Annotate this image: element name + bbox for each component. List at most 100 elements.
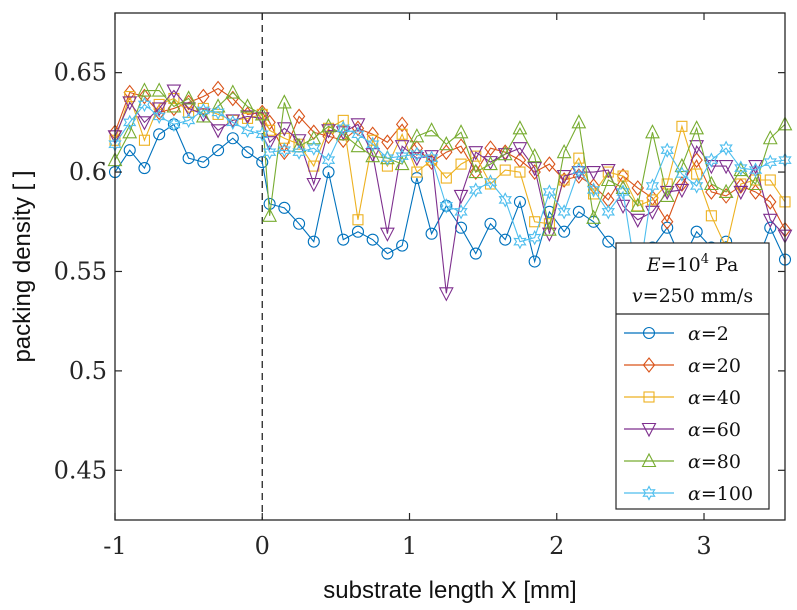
data-point [410,140,424,157]
data-point [572,162,586,178]
data-point [181,90,197,105]
legend-label-value: =80 [701,451,741,473]
data-point [395,116,409,133]
data-point [240,110,255,125]
data-point [306,130,322,145]
legend-entry: α=2 [624,323,729,345]
data-point [137,82,152,97]
legend-entry: α=80 [624,451,741,473]
data-point [425,227,438,240]
data-point [394,155,410,171]
legend-label: α=20 [688,355,741,377]
data-point [225,84,241,99]
legend-label-symbol: α [688,355,701,377]
data-point [264,124,276,136]
data-point [527,162,543,177]
data-point [719,188,733,204]
series-line [114,89,786,230]
data-point [321,124,336,139]
annotation-v-symbol: v [632,285,643,307]
data-point [602,235,615,248]
data-point [394,140,410,155]
x-axis-label: substrate length X [mm] [323,577,576,604]
annotation-e-equals: =10 [661,254,701,276]
data-point [276,94,292,109]
data-point [572,205,585,218]
data-point [513,195,526,208]
data-point [571,114,587,129]
data-point [748,162,763,178]
data-point [381,160,393,172]
data-point [615,199,631,215]
data-point [138,134,151,146]
data-point [335,126,351,141]
data-point [396,239,409,252]
data-point [395,148,409,164]
data-point [292,144,306,160]
data-point [586,166,601,181]
data-point [277,142,292,158]
legend-label-value: =100 [701,483,753,505]
data-point [659,187,675,202]
y-tick-label: 0.55 [54,257,107,285]
data-point [542,184,557,200]
data-point [602,192,615,208]
data-point [600,164,616,179]
data-point [527,147,543,163]
data-point [645,205,660,221]
data-point [514,166,526,178]
annotation-e-unit: Pa [709,254,738,276]
legend-swatch-marker [642,357,656,373]
data-point [454,221,468,234]
legend-swatch-marker [641,422,657,438]
data-point [498,192,512,208]
data-point [278,201,291,214]
data-point [468,163,484,179]
data-point [454,204,468,220]
data-point [425,154,438,171]
legend-label-symbol: α [688,451,701,473]
legend-swatch-marker [642,326,656,340]
data-point [351,126,365,143]
data-point [166,98,182,113]
data-point [350,118,366,133]
data-point [601,204,615,220]
legend-swatch-marker [642,485,656,501]
data-point [137,116,152,131]
data-point [690,225,703,238]
data-point [762,213,778,228]
series-5 [108,96,792,294]
data-point [439,198,454,214]
ticks-layer: -1 0 1 2 3 0.45 0.5 0.55 0.6 0.65 [54,13,785,560]
data-point [734,160,748,176]
data-point [254,112,270,127]
data-point [764,193,777,210]
data-point [645,124,660,139]
data-point [321,152,336,168]
legend-label-symbol: α [688,483,701,505]
data-point [527,229,542,246]
data-point [122,96,138,111]
data-point [123,114,137,131]
legend-label-symbol: α [688,323,701,345]
data-point [211,80,225,97]
data-point [307,235,320,248]
x-tick-label: 2 [549,532,564,560]
data-point [337,114,349,126]
legend-entries: α=2α=20α=40α=60α=80α=100 [624,323,753,505]
legend-label-value: =60 [701,419,741,441]
annotation-elastic-modulus: E=104 Pa [646,252,739,276]
data-point [424,122,439,137]
data-point [497,148,513,163]
data-point [733,185,749,201]
data-point [484,217,497,230]
annotation-e-symbol: E [646,254,661,276]
data-point [440,172,452,184]
data-point [226,132,239,145]
data-point [557,172,571,188]
data-point [122,124,138,139]
data-point [396,128,408,140]
data-point [630,197,646,212]
data-point [703,175,719,191]
data-point [241,146,254,159]
